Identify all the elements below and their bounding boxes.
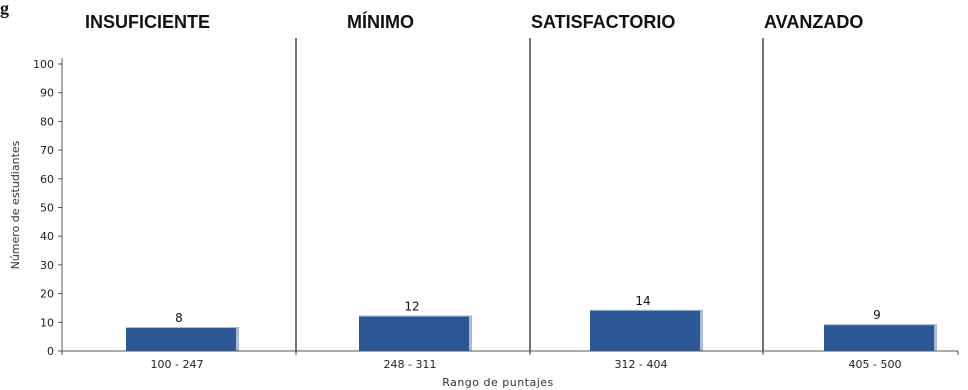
bar	[126, 328, 236, 351]
y-tick-label: 90	[40, 87, 54, 100]
section-dividers	[295, 38, 764, 353]
y-tick-label: 60	[40, 173, 54, 186]
y-tick-label: 40	[40, 230, 54, 243]
corner-text-fragment: g	[0, 0, 9, 18]
level-label: AVANZADO	[764, 12, 863, 32]
y-axis-title: Número de estudiantes	[9, 140, 22, 269]
y-tick-label: 100	[33, 58, 54, 71]
level-label: MÍNIMO	[347, 11, 414, 32]
bars: 8 12 14 9	[126, 294, 937, 351]
bar	[590, 310, 700, 351]
x-tick-label: 405 - 500	[849, 358, 902, 371]
y-tick-label: 70	[40, 144, 54, 157]
data-label: 14	[635, 294, 650, 308]
y-axis: 0 10 20 30 40 50 60 70 80 90 100	[33, 58, 63, 358]
y-tick-label: 50	[40, 202, 54, 215]
y-tick-label: 80	[40, 115, 54, 128]
y-tick-label: 0	[47, 345, 54, 358]
bar	[359, 316, 469, 351]
x-tick-label: 312 - 404	[615, 358, 668, 371]
y-tick-label: 30	[40, 259, 54, 272]
y-tick-label: 20	[40, 288, 54, 301]
level-labels: INSUFICIENTE MÍNIMO SATISFACTORIO AVANZADO	[85, 11, 863, 32]
data-label: 9	[873, 308, 881, 322]
data-label: 12	[404, 300, 419, 314]
x-tick-label: 248 - 311	[384, 358, 437, 371]
data-label: 8	[175, 311, 183, 325]
x-axis-title: Rango de puntajes	[442, 376, 554, 389]
bar	[824, 325, 934, 351]
x-axis: 100 - 247 248 - 311 312 - 404 405 - 500	[58, 350, 959, 371]
y-tick-label: 10	[40, 316, 54, 329]
x-tick-label: 100 - 247	[151, 358, 204, 371]
level-label: INSUFICIENTE	[85, 12, 210, 32]
level-label: SATISFACTORIO	[531, 12, 675, 32]
